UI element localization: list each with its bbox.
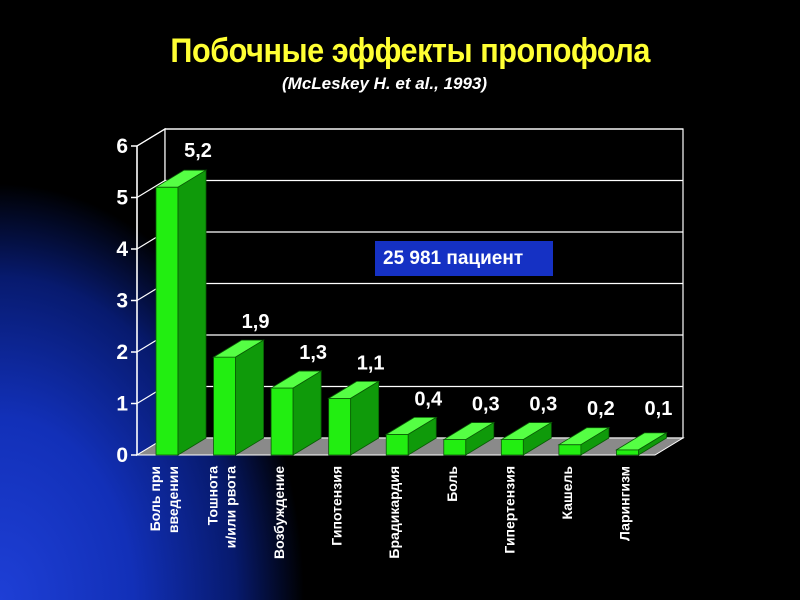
bar-side [580,426,610,456]
gridline [136,128,683,147]
y-tick-label: 1 [116,393,128,416]
bar-side [407,416,437,456]
value-label: 5,2 [184,140,212,162]
bar-front [558,444,582,456]
bar-front [443,439,467,456]
category-label: Тошнота и/или рвота [205,466,239,549]
bar [384,416,438,456]
bar-front [155,186,179,456]
category-label: Брадикардия [386,466,402,559]
value-label: 0,3 [529,394,557,416]
bar-side [235,339,264,456]
bar-front [213,356,236,456]
value-label: 0,3 [472,394,500,416]
value-label: 1,9 [242,311,270,333]
category-label: Гипертензия [501,466,517,554]
bar-side [292,370,322,456]
bar-front [270,387,294,456]
category-label: Возбуждение [271,466,287,559]
y-tick-label: 6 [116,135,128,158]
y-tick-label: 0 [116,444,128,467]
bar-side [350,380,380,456]
gridline [136,179,683,199]
value-label: 0,4 [414,388,443,410]
bar [499,421,553,456]
bar-side [522,421,552,456]
y-tick-label: 5 [116,187,128,210]
value-label: 0,2 [587,398,615,420]
bar [615,432,668,456]
y-tick-label: 4 [116,238,128,261]
category-label: Кашель [559,466,575,520]
bar [154,169,208,456]
y-tick-label: 2 [116,341,128,364]
y-tick-label: 3 [116,290,128,313]
bar-side [465,421,495,456]
patients-count-box: 25 981 пациент [375,241,553,276]
chart-bars [154,169,668,456]
value-label: 1,1 [357,352,385,374]
category-label: Гипотензия [329,466,345,546]
bar [269,370,323,456]
bar [212,339,265,456]
slide-subtitle: (McLeskey H. et al., 1993) [282,74,488,93]
bar [557,426,611,456]
bar-front [616,449,639,456]
value-labels: 5,2 1,9 1,3 1,1 0,4 0,3 0,3 0,2 0,1 [184,140,672,420]
bar-front [500,439,524,456]
bar [327,380,381,456]
bar-front [385,433,409,456]
y-axis: 0 1 2 3 4 5 6 [116,135,138,467]
category-label: Боль [444,466,460,502]
category-label: Ларингизм [616,466,632,541]
bar-side [177,169,207,456]
bar-side [638,432,667,456]
slide-title: Побочные эффекты пропофола [170,32,650,70]
value-label: 0,1 [645,398,673,420]
bar [442,421,496,456]
category-labels: Боль при введении Тошнота и/или рвота Возбуж… [147,466,632,559]
value-label: 1,3 [299,342,327,364]
bar-front [328,397,352,456]
category-label: Боль при введении [147,466,181,533]
